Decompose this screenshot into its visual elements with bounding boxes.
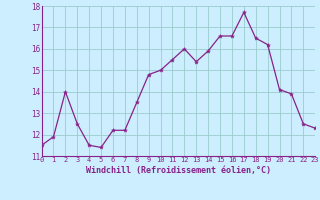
X-axis label: Windchill (Refroidissement éolien,°C): Windchill (Refroidissement éolien,°C) [86, 166, 271, 175]
